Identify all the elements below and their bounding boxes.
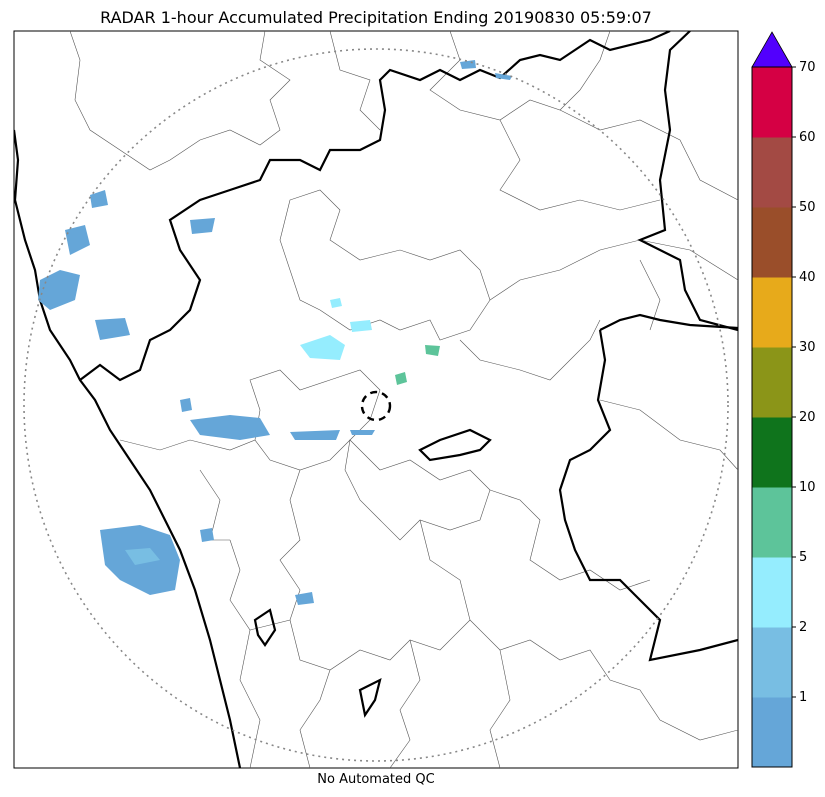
echo-south-west <box>200 528 214 542</box>
colorbar-tick-label: 60 <box>799 130 816 145</box>
echo-south-west <box>125 548 160 565</box>
echo-north <box>495 73 512 80</box>
radar-site-marker <box>360 390 392 422</box>
echo-light-cells <box>330 298 342 308</box>
echo-central <box>290 430 340 440</box>
colorbar-bin <box>752 277 792 348</box>
colorbar-tick-label: 1 <box>799 690 807 705</box>
echo-west-coast <box>190 218 215 234</box>
echo-central <box>190 415 270 440</box>
map-frame <box>13 30 739 769</box>
colorbar-tick-label: 5 <box>799 550 807 565</box>
range-ring <box>23 48 729 762</box>
echo-west-coast <box>90 190 108 208</box>
colorbar-extend-arrow <box>751 31 793 68</box>
echo-light-cells <box>300 335 345 360</box>
echo-light-cells <box>395 372 407 385</box>
colorbar-bin <box>752 627 792 698</box>
echo-light-cells <box>425 345 440 356</box>
colorbar-bin <box>752 417 792 488</box>
qc-note: No Automated QC <box>317 772 435 787</box>
colorbar-tick-label: 70 <box>799 60 816 75</box>
radar-map <box>13 30 739 769</box>
colorbar-bin <box>752 347 792 418</box>
echo-west-coast <box>95 318 130 340</box>
echo-light-cells <box>350 320 372 332</box>
colorbar-tick-label: 20 <box>799 410 816 425</box>
echo-west-coast <box>38 270 80 310</box>
colorbar-tick-label: 40 <box>799 270 816 285</box>
colorbar-bin <box>752 557 792 628</box>
colorbar-frame <box>751 66 793 768</box>
echo-central <box>350 430 375 435</box>
echo-small <box>295 592 314 605</box>
colorbar-bin <box>752 207 792 278</box>
colorbar-bin <box>752 67 792 138</box>
echo-central <box>180 398 192 412</box>
state-boundaries <box>14 31 738 768</box>
colorbar-bin <box>752 137 792 208</box>
colorbar-tick-label: 10 <box>799 480 816 495</box>
colorbar-tick-label: 50 <box>799 200 816 215</box>
precip-colorbar: 1 2 5 10 20 30 40 50 60 70 <box>751 31 816 768</box>
colorbar-bin <box>752 697 792 768</box>
colorbar-tick-label: 2 <box>799 620 807 635</box>
colorbar-tick-label: 30 <box>799 340 816 355</box>
map-title: RADAR 1-hour Accumulated Precipitation E… <box>100 8 652 27</box>
precipitation-echoes <box>38 60 512 605</box>
colorbar-bin <box>752 487 792 558</box>
echo-west-coast <box>65 225 90 255</box>
